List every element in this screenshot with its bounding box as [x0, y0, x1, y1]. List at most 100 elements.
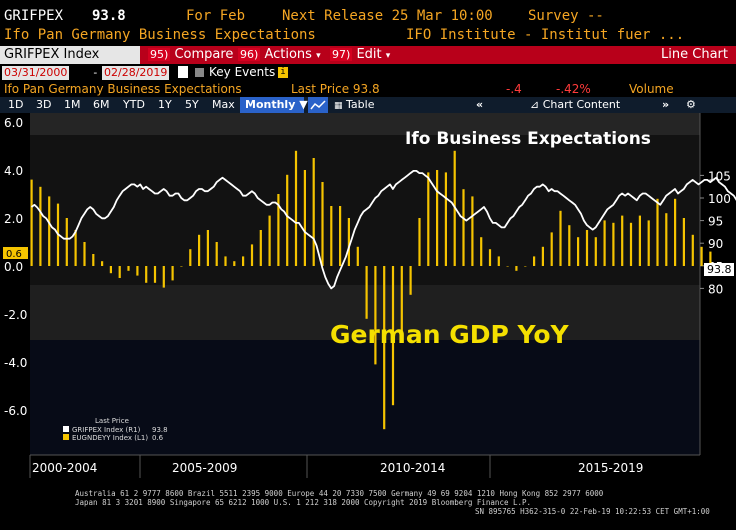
start-date-input[interactable]: 03/31/2000	[2, 66, 70, 80]
gdp-bar	[674, 198, 677, 266]
gdp-bar	[603, 220, 606, 266]
gdp-bar	[250, 244, 254, 266]
gdp-bar	[347, 218, 350, 266]
left-tick-label: 6.0	[4, 116, 23, 130]
frequency-dropdown[interactable]: Monthly ▼	[240, 97, 308, 113]
gdp-bar	[568, 225, 571, 266]
range-1m-button[interactable]: 1M	[64, 98, 81, 111]
chevron-down-icon: ▼	[299, 98, 308, 111]
right-tick-label: 100	[708, 192, 731, 206]
ifo-series-line	[30, 169, 736, 290]
compare-num: 95)	[148, 48, 171, 61]
chart-content-label: Chart Content	[542, 98, 621, 111]
gdp-series	[30, 150, 712, 430]
actions-num: 96)	[238, 48, 261, 61]
chart-toolbar: 1D 3D 1M 6M YTD 1Y 5Y Max Monthly ▼ ▦ Ta…	[0, 97, 736, 113]
right-tick-label: 90	[708, 237, 723, 251]
change-value: -.4	[506, 82, 522, 96]
gdp-bar	[418, 218, 421, 266]
gdp-bar	[462, 189, 465, 266]
gdp-bar	[383, 266, 386, 430]
x-label-2010-2014: 2010-2014	[380, 461, 445, 475]
table-button[interactable]: ▦ Table	[334, 97, 374, 113]
left-last-marker	[3, 247, 28, 259]
gdp-bar	[356, 246, 359, 266]
gdp-bar	[127, 266, 130, 271]
chart-content-icon: ⊿	[530, 98, 540, 111]
gdp-bar	[444, 172, 447, 266]
gdp-bar	[409, 266, 412, 295]
compare-button[interactable]: 95) Compare	[148, 46, 233, 64]
gdp-bar	[268, 215, 271, 266]
volume-label: Volume	[629, 82, 674, 96]
key-events-checkbox[interactable]	[195, 68, 204, 77]
gdp-bar	[594, 237, 597, 266]
gdp-bar	[612, 222, 615, 266]
range-ytd-button[interactable]: YTD	[123, 98, 145, 111]
gdp-bar	[638, 215, 641, 266]
left-tick-label: -6.0	[4, 404, 27, 418]
footer-line-2: Japan 81 3 3201 8900 Singapore 65 6212 1…	[75, 498, 532, 507]
legend-value-ifo: 93.8	[152, 426, 168, 434]
collapse-left-icon[interactable]: «	[476, 98, 484, 111]
right-tick-label: 95	[708, 215, 723, 229]
next-release-label: Next Release 25 Mar 10:00	[282, 8, 493, 24]
gdp-bar	[391, 266, 395, 406]
gdp-bar	[497, 256, 500, 266]
actions-button[interactable]: 96) Actions ▾	[238, 46, 321, 64]
gdp-bar	[312, 158, 315, 266]
gdp-bar	[171, 266, 174, 281]
right-last-marker-text: 93.8	[707, 263, 732, 276]
range-5y-button[interactable]: 5Y	[185, 98, 199, 111]
gdp-bar	[339, 206, 342, 266]
annotation-ifo: Ifo Business Expectations	[405, 129, 651, 149]
source-label: IFO Institute - Institut fuer ...	[406, 27, 685, 43]
edit-button[interactable]: 97) Edit ▾	[330, 46, 390, 64]
gdp-bar	[665, 213, 668, 266]
gdp-bar	[48, 196, 51, 266]
gdp-bar	[303, 170, 306, 266]
x-label-2015-2019: 2015-2019	[578, 461, 643, 475]
description-label: Ifo Pan Germany Business Expectations	[4, 27, 316, 43]
gdp-bar	[524, 266, 527, 267]
ticker-input[interactable]: GRIFPEX Index	[0, 46, 140, 64]
chart-content-button[interactable]: ⊿ Chart Content	[530, 97, 620, 113]
right-last-marker	[704, 263, 734, 276]
gear-icon[interactable]: ⚙	[686, 98, 696, 111]
current-value: 93.8	[92, 8, 126, 24]
gdp-bar	[656, 198, 659, 266]
line-chart-icon[interactable]	[308, 97, 328, 113]
actions-label: Actions	[264, 47, 312, 62]
date-separator: -	[92, 66, 99, 79]
gdp-bar	[682, 218, 685, 266]
legend-swatch-ifo	[63, 426, 69, 432]
end-date-input[interactable]: 02/28/2019	[102, 66, 170, 80]
calendar-icon[interactable]	[178, 66, 188, 78]
gdp-bar	[506, 266, 509, 267]
gdp-bar	[136, 266, 139, 276]
gdp-bar	[700, 246, 703, 266]
gdp-bar	[533, 256, 536, 266]
gdp-bar	[180, 266, 183, 267]
gdp-bar	[162, 266, 165, 288]
range-max-button[interactable]: Max	[212, 98, 235, 111]
range-1y-button[interactable]: 1Y	[158, 98, 172, 111]
range-3d-button[interactable]: 3D	[36, 98, 52, 111]
footer-line-1: Australia 61 2 9777 8600 Brazil 5511 239…	[75, 489, 604, 498]
chart-type-label: Line Chart	[661, 47, 728, 62]
gdp-bar	[629, 222, 633, 266]
edit-num: 97)	[330, 48, 353, 61]
footer: Australia 61 2 9777 8600 Brazil 5511 239…	[0, 485, 736, 530]
survey-label: Survey --	[528, 8, 604, 24]
gdp-bar	[224, 256, 227, 266]
chevron-down-icon: ▾	[385, 51, 391, 61]
x-label-2000-2004: 2000-2004	[32, 461, 97, 475]
gdp-bar	[294, 150, 298, 266]
range-1d-button[interactable]: 1D	[8, 98, 24, 111]
collapse-right-icon[interactable]: »	[662, 98, 670, 111]
left-tick-label: 0.0	[4, 260, 23, 274]
gdp-bar	[480, 237, 483, 266]
info-icon[interactable]: i	[278, 67, 288, 78]
range-6m-button[interactable]: 6M	[93, 98, 110, 111]
gdp-bar	[321, 182, 324, 266]
